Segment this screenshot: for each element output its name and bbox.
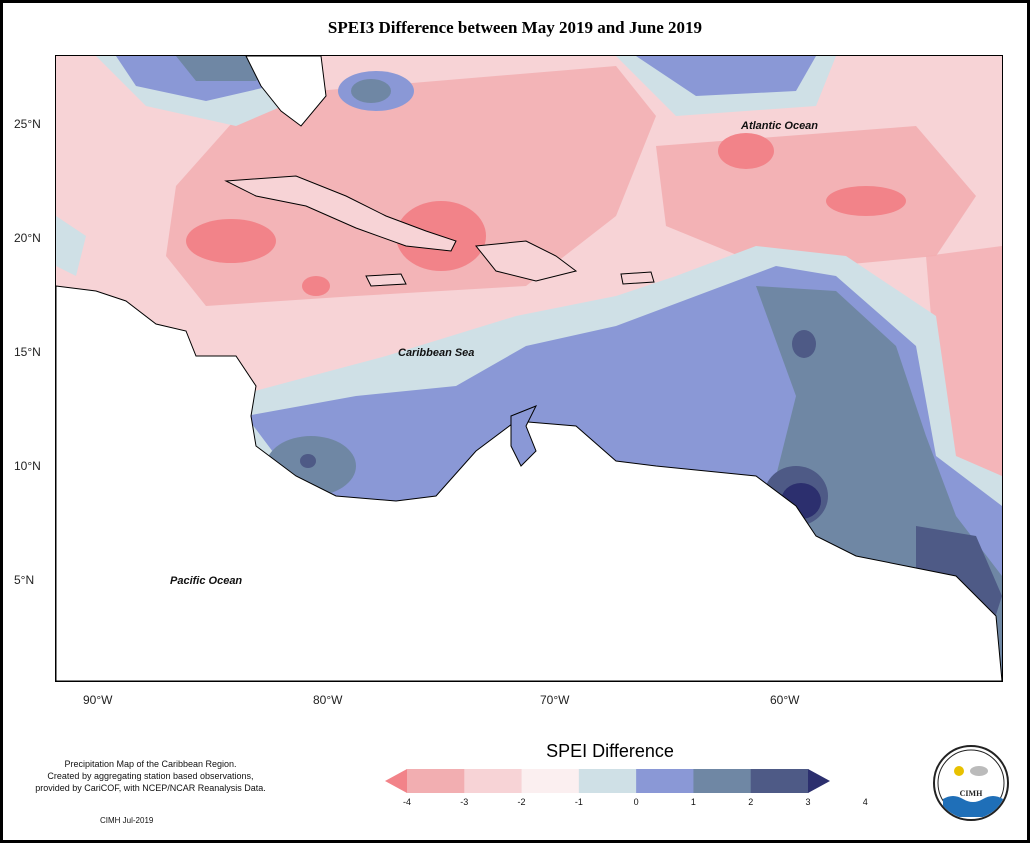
legend-arrow-left	[385, 769, 407, 793]
logo-text: CIMH	[959, 789, 983, 798]
credit-line-2: Created by aggregating station based obs…	[47, 771, 254, 781]
legend-tick-label: -3	[460, 797, 469, 807]
sun-icon	[954, 766, 964, 776]
contour-wet-very-strong-2	[792, 330, 816, 358]
legend-tick-label: -2	[517, 797, 526, 807]
legend-swatch	[693, 769, 752, 793]
land-lake-maracaibo	[510, 405, 538, 467]
land-jamaica	[365, 273, 407, 287]
legend-tick-label: -1	[574, 797, 583, 807]
cloud-icon	[970, 766, 988, 776]
legend-tick-label: -4	[402, 797, 412, 807]
legend-tick-label: 3	[805, 797, 811, 807]
cimh-logo: CIMH	[933, 745, 1009, 821]
cimh-logo-graphic	[937, 749, 1005, 817]
credit-line-1: Precipitation Map of the Caribbean Regio…	[64, 759, 237, 769]
legend-swatch	[636, 769, 694, 793]
contour-dry-core-3	[718, 133, 774, 169]
contour-dry-core-5	[302, 276, 330, 296]
land-florida	[245, 56, 327, 127]
legend-arrow-right	[808, 769, 830, 793]
legend-swatch	[521, 769, 580, 793]
legend-tick-label: 2	[748, 797, 754, 807]
lat-tick-15n: 15°N	[14, 345, 41, 359]
credit-line-3: provided by CariCOF, with NCEP/NCAR Rean…	[35, 783, 266, 793]
lat-tick-5n: 5°N	[14, 573, 35, 587]
label-caribbean-sea: Caribbean Sea	[398, 347, 475, 359]
lat-tick-25n: 25°N	[14, 117, 41, 131]
lat-tick-10n: 10°N	[14, 459, 41, 473]
contour-dry-core-1	[186, 219, 276, 263]
contour-wet-very-strong-3	[300, 454, 316, 468]
map-credit: Precipitation Map of the Caribbean Regio…	[8, 758, 293, 794]
lon-tick-90w: 90°W	[83, 693, 113, 707]
land-cuba	[224, 175, 457, 252]
legend-tick-label: 4	[862, 797, 868, 807]
label-pacific-ocean: Pacific Ocean	[170, 575, 243, 587]
credit-date: CIMH Jul-2019	[100, 816, 154, 825]
contour-wet-west	[56, 216, 86, 276]
legend-color-bar	[385, 769, 830, 793]
legend-swatch	[578, 769, 637, 793]
legend-tick-label: 0	[633, 797, 639, 807]
map-title: SPEI3 Difference between May 2019 and Ju…	[327, 18, 703, 37]
contour-wet-medium-north2	[636, 56, 816, 96]
contour-wet-strong-bahamas	[351, 79, 391, 103]
lon-tick-60w: 60°W	[770, 693, 800, 707]
land-hispaniola	[475, 240, 578, 282]
land-south-central-america	[56, 285, 1002, 681]
label-atlantic-ocean: Atlantic Ocean	[741, 120, 819, 132]
contour-dry-core-4	[826, 186, 906, 216]
waves-icon	[943, 796, 1003, 817]
legend-swatch	[464, 769, 523, 793]
legend-swatch	[407, 769, 465, 793]
lon-tick-80w: 80°W	[313, 693, 343, 707]
lat-tick-20n: 20°N	[14, 231, 41, 245]
legend-swatch	[750, 769, 809, 793]
land-puerto-rico	[620, 271, 655, 285]
legend-title: SPEI Difference	[546, 741, 674, 761]
map-panel: Atlantic Ocean Caribbean Sea Pacific Oce…	[55, 55, 1003, 682]
spei-contour-map	[56, 56, 1002, 681]
legend-tick-label: 1	[690, 797, 696, 807]
lon-tick-70w: 70°W	[540, 693, 570, 707]
